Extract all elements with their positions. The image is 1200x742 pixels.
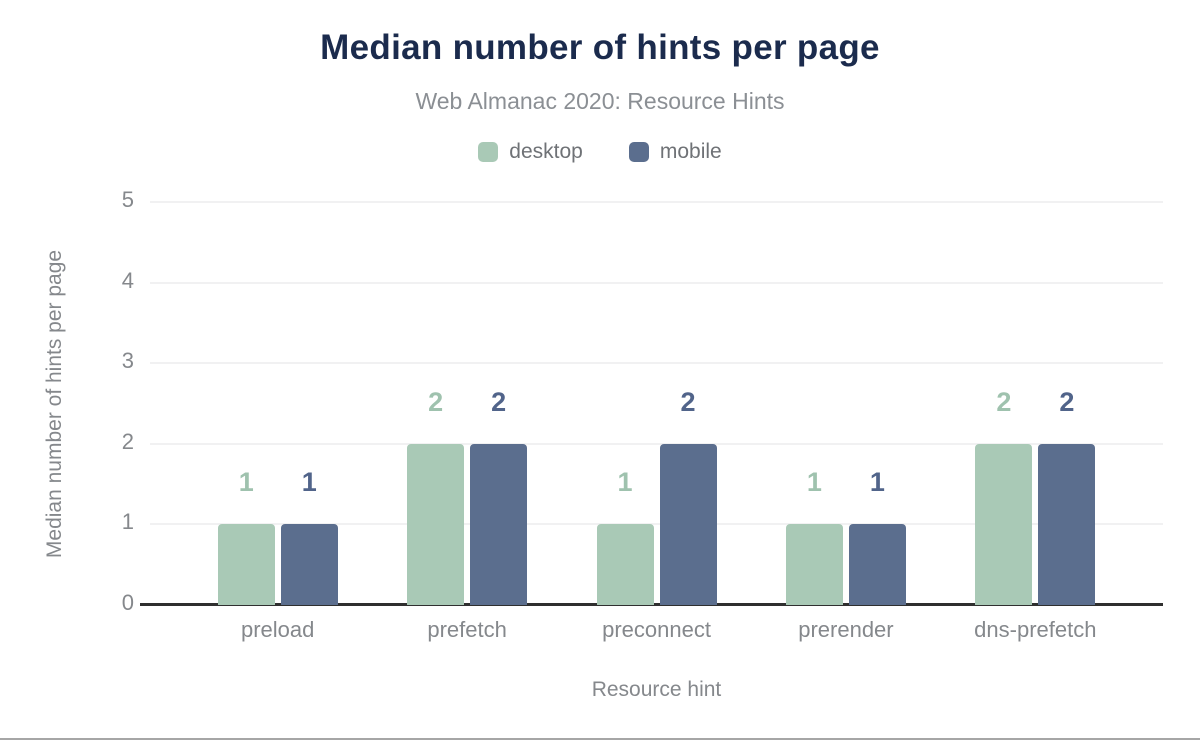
gridline-y5 [150, 201, 1163, 203]
y-axis-tick-label: 1 [121, 509, 134, 535]
bar-desktop-preload [217, 524, 275, 605]
bar-mobile-dns-prefetch [1038, 444, 1096, 605]
bar-group-preload: 1 1 preload [183, 202, 372, 642]
y-axis-tick-label: 3 [121, 348, 134, 374]
bar-column-mobile-prerender: 1 [848, 467, 906, 605]
bar-value-label-desktop-prefetch: 2 [428, 387, 444, 417]
footer-rule [0, 738, 1200, 740]
bar-desktop-prefetch [407, 444, 465, 605]
bar-group-dns-prefetch: 2 2 dns-prefetch [941, 202, 1130, 643]
x-tick-label-preconnect: preconnect [602, 617, 711, 642]
legend-item-desktop: desktop [478, 140, 583, 164]
plot-area: 1 1 preload 2 2 prefetch 1 2 preconnect 1 1 prerend… [122, 189, 1163, 643]
bar-column-mobile-preload: 1 [280, 467, 338, 605]
bar-column-mobile-prefetch: 2 [470, 387, 528, 605]
bar-value-label-desktop-prerender: 1 [806, 467, 822, 497]
gridline-y3 [150, 362, 1163, 365]
y-axis-tick-label: 4 [121, 267, 134, 293]
y-axis-tick-label: 5 [121, 187, 134, 212]
y-axis-tick-label: 0 [121, 590, 134, 615]
bar-column-desktop-prefetch: 2 [407, 387, 465, 605]
bar-value-label-mobile-prefetch: 2 [491, 387, 507, 417]
x-tick-label-prefetch: prefetch [427, 617, 507, 642]
bar-group-preconnect: 1 2 preconnect [562, 202, 751, 642]
x-axis-title: Resource hint [591, 678, 722, 701]
y-axis-title: Median number of hints per page [43, 249, 66, 559]
bar-column-desktop-preload: 1 [217, 467, 275, 605]
bar-mobile-preconnect [659, 444, 717, 605]
x-tick-label-dns-prefetch: dns-prefetch [974, 617, 1097, 642]
bar-column-desktop-dns-prefetch: 2 [975, 387, 1033, 605]
legend: desktop mobile [0, 140, 1200, 164]
bar-desktop-dns-prefetch [975, 444, 1033, 605]
page-subtitle: Web Almanac 2020: Resource Hints [415, 88, 785, 114]
bar-value-label-desktop-preload: 1 [238, 467, 254, 497]
bar-column-mobile-dns-prefetch: 2 [1038, 387, 1096, 605]
bar-column-desktop-prerender: 1 [785, 467, 843, 605]
page-title: Median number of hints per page [320, 28, 880, 67]
bar-value-label-mobile-prerender: 1 [869, 467, 885, 497]
bar-value-label-mobile-preload: 1 [301, 467, 317, 497]
bar-group-prerender: 1 1 prerender [751, 202, 940, 642]
bar-mobile-prefetch [470, 444, 528, 605]
bar-value-label-mobile-preconnect: 2 [680, 387, 696, 417]
legend-swatch-desktop [478, 142, 499, 162]
bar-value-label-desktop-dns-prefetch: 2 [996, 387, 1012, 417]
x-tick-label-prerender: prerender [798, 617, 894, 642]
gridline-y1 [150, 523, 1163, 526]
bar-value-label-desktop-preconnect: 1 [617, 467, 633, 497]
legend-label-mobile: mobile [659, 140, 722, 163]
legend-swatch-mobile [628, 142, 649, 162]
gridline-y4 [150, 281, 1163, 284]
bar-groups: 1 1 preload 2 2 prefetch 1 2 preconnect 1 1 prerend… [150, 202, 1163, 643]
y-axis-tick-label: 2 [121, 428, 134, 454]
bar-mobile-prerender [848, 524, 906, 605]
bar-column-mobile-preconnect: 2 [659, 387, 717, 605]
x-tick-label-preload: preload [241, 617, 315, 642]
gridline-y2 [150, 442, 1163, 445]
legend-item-mobile: mobile [628, 140, 722, 164]
bar-mobile-preload [280, 524, 338, 605]
bar-desktop-prerender [785, 524, 843, 605]
bar-column-desktop-preconnect: 1 [596, 467, 654, 605]
bar-value-label-mobile-dns-prefetch: 2 [1059, 387, 1075, 417]
legend-label-desktop: desktop [509, 140, 583, 163]
bar-desktop-preconnect [596, 524, 654, 605]
bar-group-prefetch: 2 2 prefetch [372, 202, 561, 642]
